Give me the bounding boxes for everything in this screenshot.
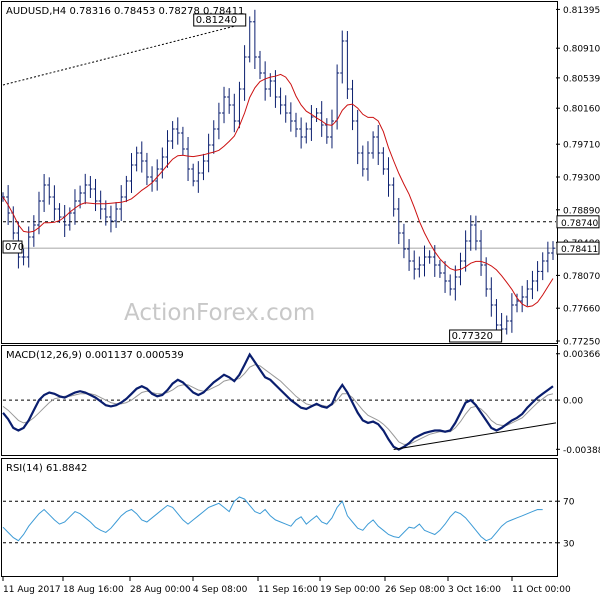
- x-tick-label: 11 Sep 16:00: [258, 585, 318, 595]
- current-price-tag: 0.78411: [561, 245, 598, 255]
- y-tick-label: 0.80160: [563, 105, 600, 115]
- low-label: 0.77320: [452, 331, 493, 342]
- x-tick-label: 19 Sep 00:00: [320, 585, 380, 595]
- trend-line: [2, 23, 244, 86]
- moving-average-line: [2, 73, 554, 308]
- y-tick-label: 0.77660: [563, 305, 600, 315]
- x-tick-label: 11 Oct 00:00: [512, 585, 571, 595]
- rsi-line: [2, 496, 543, 542]
- price-header: AUDUSD,H4 0.78316 0.78453 0.78278 0.7841…: [6, 6, 244, 17]
- y-tick-label: 0.80539: [563, 74, 600, 84]
- low-label-box: [449, 329, 503, 343]
- macd-line: [2, 352, 554, 451]
- rsi-tick-label: 70: [563, 498, 575, 508]
- watermark: ActionForex.com: [124, 300, 315, 326]
- y-tick-label: 0.81395: [563, 6, 600, 16]
- x-tick-label: 4 Sep 08:00: [193, 585, 248, 595]
- price-panel: [1, 1, 558, 344]
- x-tick-label: 3 Oct 16:00: [448, 585, 501, 595]
- y-tick-label: 0.78890: [563, 206, 600, 216]
- x-tick-label: 28 Aug 00:00: [130, 585, 191, 595]
- high-label-box: [193, 13, 247, 27]
- left-price-label: 070: [5, 242, 24, 253]
- y-tick-label: 0.78070: [563, 272, 600, 282]
- current-price-tag-box: [556, 241, 600, 255]
- y-tick-label: 0.77250: [563, 338, 600, 348]
- resistance-tag-box: [556, 215, 600, 229]
- y-tick-label: 0.80910: [563, 45, 600, 55]
- x-tick-label: 26 Sep 08:00: [385, 585, 445, 595]
- x-tick-label: 18 Aug 16:00: [63, 585, 124, 595]
- x-tick-label: 11 Aug 2017: [3, 585, 61, 595]
- resistance-tag: 0.78740: [561, 219, 598, 229]
- high-label: 0.81240: [196, 15, 237, 26]
- y-tick-label: 0.79300: [563, 174, 600, 184]
- macd-tick-label: -0.003887: [563, 446, 600, 456]
- left-price-label-box: [2, 240, 23, 254]
- macd-header: MACD(12,26,9) 0.001137 0.000539: [6, 350, 184, 361]
- rsi-header: RSI(14) 61.8842: [6, 463, 87, 474]
- macd-trend-line: [393, 422, 557, 450]
- macd-tick-label: 0.003662: [563, 350, 600, 360]
- macd-tick-label: 0.00: [563, 397, 583, 407]
- y-tick-label: 0.79710: [563, 141, 600, 151]
- rsi-tick-label: 30: [563, 539, 575, 549]
- macd-signal-line: [2, 364, 554, 445]
